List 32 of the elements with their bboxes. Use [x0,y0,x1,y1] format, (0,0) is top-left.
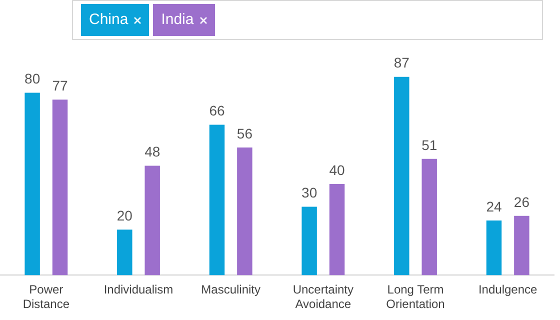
bar [52,100,68,276]
bar [329,184,345,276]
data-label: 24 [486,198,502,214]
data-label: 66 [209,102,225,119]
bar [302,206,317,276]
x-tick-label: Uncertainty Avoidance [292,282,354,312]
bar [514,216,530,276]
data-label: 26 [514,194,530,210]
bar [486,220,502,276]
bar [422,158,437,276]
data-label: 48 [144,144,160,160]
x-tick-label: Indulgence [478,282,538,297]
bar [209,124,225,276]
data-label: 56 [236,125,253,142]
bar [237,148,252,276]
data-label: 40 [329,162,346,178]
x-tick-label: Long Term Orientation [386,282,445,312]
x-tick-label: Masculinity [201,282,261,297]
bar [117,230,132,276]
data-label: 77 [52,78,68,94]
data-label: 87 [394,54,410,71]
data-label: 20 [116,207,133,224]
data-label: 80 [24,70,40,87]
text: India [161,10,194,30]
x-tick-label: Power Distance [22,282,70,312]
bar [144,166,160,276]
x-tick-label: Individualism [104,282,174,297]
data-label: 51 [422,136,438,153]
bar [24,92,40,276]
text: China [89,10,128,30]
bar [394,76,410,276]
data-label: 30 [302,184,318,201]
